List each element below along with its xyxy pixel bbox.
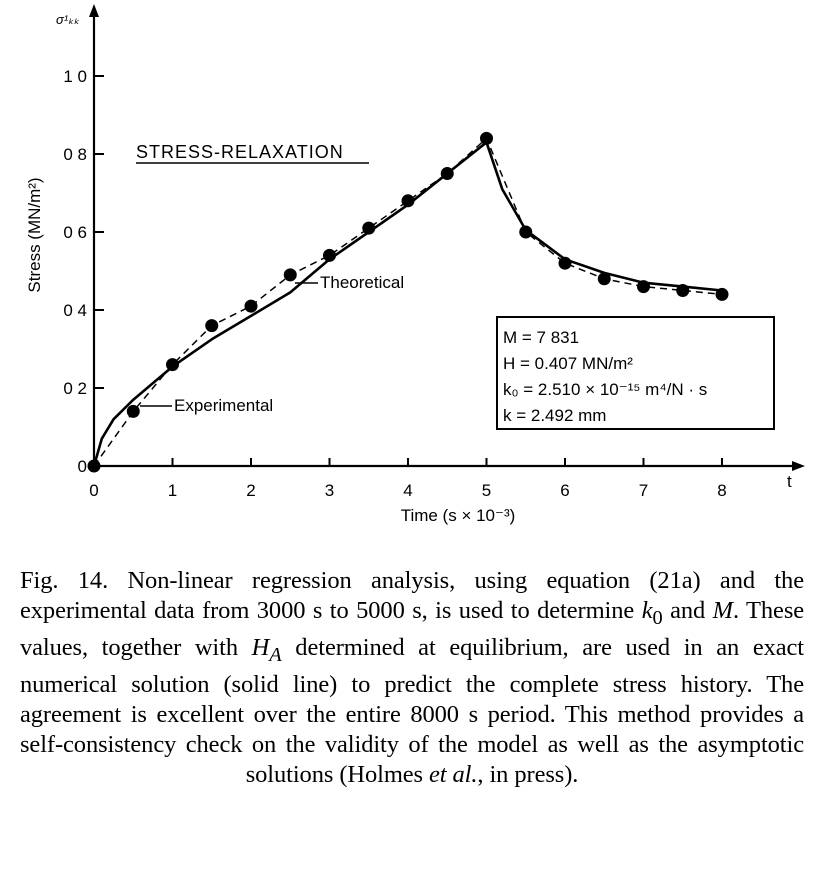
- theoretical-label: Theoretical: [320, 273, 404, 292]
- caption-text-2: and: [662, 597, 713, 624]
- experimental-point: [323, 248, 336, 262]
- caption-text-4: determined at equilibrium, are used in a…: [20, 633, 805, 788]
- caption-et-al: et al.: [429, 760, 478, 788]
- parameter-m: M = 7 831: [503, 328, 579, 347]
- caption-fig-label: Fig. 14.: [20, 567, 109, 594]
- experimental-label: Experimental: [174, 396, 273, 415]
- caption-text-1: Non-linear regression analysis, using eq…: [20, 567, 804, 624]
- y-axis-label: Stress (MN/m²): [25, 177, 44, 292]
- y-axis-top-label: σ¹ₖₖ: [56, 12, 80, 27]
- x-tick-label: 1: [168, 481, 177, 500]
- y-axis-arrowhead: [89, 4, 99, 17]
- x-ticks: 0 1 2 3 4 5 6 7 8: [89, 458, 727, 500]
- y-tick-label: 1 0: [63, 67, 87, 86]
- parameter-box-frame: [496, 316, 775, 430]
- parameter-k: k = 2.492 mm: [503, 406, 606, 425]
- x-tick-label: 4: [403, 481, 412, 500]
- x-tick-label: 7: [639, 481, 648, 500]
- experimental-line: [93, 137, 723, 467]
- experimental-point: [283, 268, 297, 282]
- x-tick-label: 5: [482, 481, 491, 500]
- figure-caption: Fig. 14. Non-linear regression analysis,…: [20, 566, 804, 790]
- y-tick-label: 0: [78, 457, 87, 476]
- x-tick-label: 8: [717, 481, 726, 500]
- x-axis-end-label: t: [787, 472, 792, 491]
- x-axis-label: Time (s × 10⁻³): [401, 506, 516, 525]
- x-tick-label: 6: [560, 481, 569, 500]
- x-tick-label: 3: [325, 481, 334, 500]
- experimental-point: [401, 194, 415, 208]
- axes: t σ¹ₖₖ: [56, 4, 805, 491]
- caption-ha-sub: A: [269, 643, 282, 666]
- experimental-point: [480, 131, 493, 145]
- x-axis-arrowhead: [792, 461, 805, 471]
- caption-k0: k: [641, 597, 653, 624]
- y-tick-label: 0 8: [63, 145, 87, 164]
- series-layer: [87, 131, 729, 473]
- caption-text-3: . These values, together with: [20, 597, 805, 661]
- caption-m: M: [712, 597, 733, 624]
- experimental-point: [205, 319, 219, 333]
- experimental-point: [244, 299, 258, 313]
- experimental-point: [597, 272, 611, 286]
- y-tick-label: 0 6: [63, 223, 87, 242]
- stress-relaxation-chart: t σ¹ₖₖ 0 1 2 3 4 5 6 7 8 0 0 2 0 4 0 6 0 8 1 0 Time (…: [25, 4, 805, 525]
- parameter-h: H = 0.407 MN/m²: [503, 354, 633, 373]
- x-tick-label: 2: [246, 481, 255, 500]
- parameter-k0: k₀ = 2.510 × 10⁻¹⁵ m⁴/N · s: [503, 380, 707, 399]
- y-tick-label: 0 4: [63, 301, 87, 320]
- experimental-point: [519, 225, 533, 239]
- x-tick-label: 0: [89, 481, 98, 500]
- y-tick-label: 0 2: [63, 379, 87, 398]
- parameter-box: M = 7 831 H = 0.407 MN/m² k₀ = 2.510 × 1…: [496, 316, 775, 430]
- caption-text-5: , in press).: [477, 760, 579, 788]
- y-ticks: 0 0 2 0 4 0 6 0 8 1 0: [63, 67, 104, 476]
- annotation-theoretical: Theoretical: [295, 273, 404, 292]
- chart-title: STRESS-RELAXATION: [136, 142, 344, 162]
- annotation-experimental: Experimental: [140, 396, 273, 415]
- theoretical-line: [92, 141, 723, 467]
- caption-k0-sub: 0: [652, 606, 663, 629]
- experimental-point: [126, 404, 140, 418]
- caption-ha: H: [251, 633, 270, 661]
